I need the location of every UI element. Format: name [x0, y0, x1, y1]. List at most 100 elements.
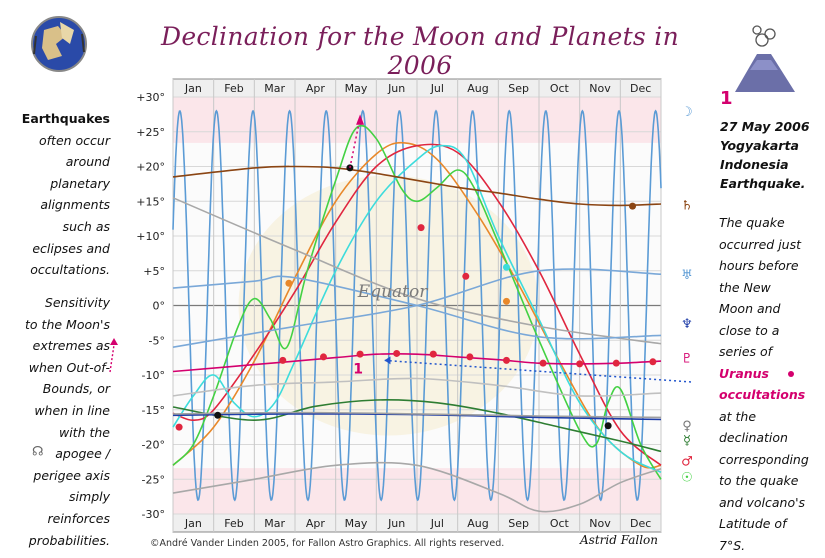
left-panel-line: Sensitivity: [44, 295, 110, 310]
left-panel-text-2: Sensitivity to the Moon's extremes as when …: [4, 292, 110, 551]
series-marker: [539, 359, 547, 367]
event-heading-line: 27 May 2006: [720, 119, 810, 134]
left-panel-line: reinforces: [47, 510, 111, 526]
series-marker: [417, 224, 425, 232]
series-marker: [319, 353, 327, 361]
month-label-top: May: [345, 82, 368, 95]
series-marker: [649, 358, 657, 366]
month-label-bottom: May: [345, 517, 368, 530]
left-panel-line: to the Moon's: [25, 316, 110, 332]
month-label-top: Sep: [508, 82, 529, 95]
legend-glyph: ♀: [682, 419, 692, 434]
legend-glyph: ♅: [681, 268, 693, 283]
month-label-top: Oct: [550, 82, 570, 95]
arrow-head-icon: [384, 356, 391, 365]
page-title: Declination for the Moon and Planets in …: [160, 22, 679, 80]
left-panel-text: Earthquakes often occur around planetary al…: [4, 108, 110, 281]
event-line: the New: [719, 279, 771, 295]
series-line-node-b: [172, 268, 662, 348]
month-label-top: Jul: [430, 82, 444, 95]
month-label-bottom: Oct: [550, 517, 570, 530]
series-marker: [285, 279, 293, 287]
month-label-bottom: Dec: [630, 517, 651, 530]
series-marker: [466, 353, 474, 361]
month-label-bottom: Jan: [184, 517, 202, 530]
series-line-jupiter: [172, 399, 662, 453]
event-line: The quake: [719, 215, 785, 230]
event-line: declination: [719, 430, 788, 445]
legend-glyph: ♄: [681, 199, 693, 214]
series-line-apogee: [172, 461, 662, 513]
month-label-bottom: Jun: [387, 517, 405, 530]
month-label-bottom: Apr: [306, 517, 326, 530]
event-line: and volcano's: [719, 494, 806, 510]
series-marker: [214, 411, 222, 419]
series-marker: [279, 356, 287, 364]
left-panel-line: probabilities.: [28, 532, 110, 548]
left-panel-arrow: [109, 344, 115, 373]
event-line: hours before: [719, 258, 799, 273]
left-panel-line: apogee /: [55, 446, 110, 462]
month-label-top: Dec: [630, 82, 651, 95]
series-marker: [604, 422, 612, 430]
left-panel-line: alignments: [40, 197, 110, 213]
month-label-top: Feb: [224, 82, 243, 95]
left-panel-line: Bounds, or: [42, 381, 110, 397]
left-panel-line: often occur: [39, 132, 110, 148]
y-tick-label: -10°: [142, 369, 165, 382]
event-heading-line: Earthquake.: [720, 176, 806, 191]
series-line-mercury: [172, 124, 662, 480]
event-heading-line: Indonesia: [720, 157, 789, 172]
series-marker: [629, 202, 637, 210]
left-panel-line: eclipses and: [32, 240, 110, 256]
event-line: close to a: [719, 322, 780, 338]
arrow-head-icon: [356, 114, 365, 125]
month-label-bottom: Nov: [589, 517, 611, 530]
left-panel-lead: Earthquakes: [21, 111, 110, 126]
event-line: Moon and: [719, 301, 781, 316]
event-heading-line: Yogyakarta: [720, 138, 799, 153]
event-number: 1: [720, 88, 733, 109]
event-line: occurred just: [719, 236, 802, 252]
left-panel-line: planetary: [50, 175, 110, 191]
series-line-sun: [172, 141, 662, 469]
copyright-text: ©André Vander Linden 2005, for Fallon As…: [150, 538, 505, 549]
y-tick-label: -25°: [142, 473, 165, 486]
legend-glyph: ☉: [681, 470, 693, 485]
event-line: corresponding: [719, 451, 809, 467]
month-label-bottom: Mar: [264, 517, 285, 530]
event-line: series of: [719, 344, 773, 359]
y-tick-label: -5°: [149, 334, 165, 347]
earth-logo-icon: [31, 16, 87, 72]
series-line-uranus: [172, 352, 662, 373]
month-label-top: Apr: [306, 82, 326, 95]
month-label-top: Jun: [387, 82, 405, 95]
left-panel-line: extremes as: [32, 338, 110, 354]
legend-glyph: ☽: [681, 105, 693, 120]
series-marker: [576, 360, 584, 368]
series-marker: [429, 350, 437, 358]
event-highlight: occultations: [719, 387, 806, 402]
y-tick-label: +30°: [136, 91, 165, 104]
event-line: 7°S.: [719, 537, 746, 553]
series-marker: [462, 272, 470, 280]
arrow-saturn-annotation: [349, 117, 361, 169]
y-tick-label: +15°: [136, 195, 165, 208]
left-panel-line: when Out-of-: [28, 359, 110, 375]
series-marker: [502, 297, 510, 305]
month-label-top: Jan: [184, 82, 202, 95]
month-label-top: Nov: [589, 82, 611, 95]
series-marker: [612, 359, 620, 367]
series-line-pluto: [172, 411, 662, 419]
series-line-band-a: [172, 377, 662, 397]
series-marker: [356, 350, 364, 358]
event-highlight: Uranus: [719, 365, 769, 381]
left-panel-line: around: [65, 154, 110, 170]
left-panel-line: occultations.: [30, 262, 110, 278]
author-signature: Astrid Fallon: [580, 533, 659, 547]
lunar-node-icon: ☊: [32, 444, 44, 459]
series-line-saturn: [172, 165, 662, 207]
series-line-mars: [172, 144, 662, 474]
